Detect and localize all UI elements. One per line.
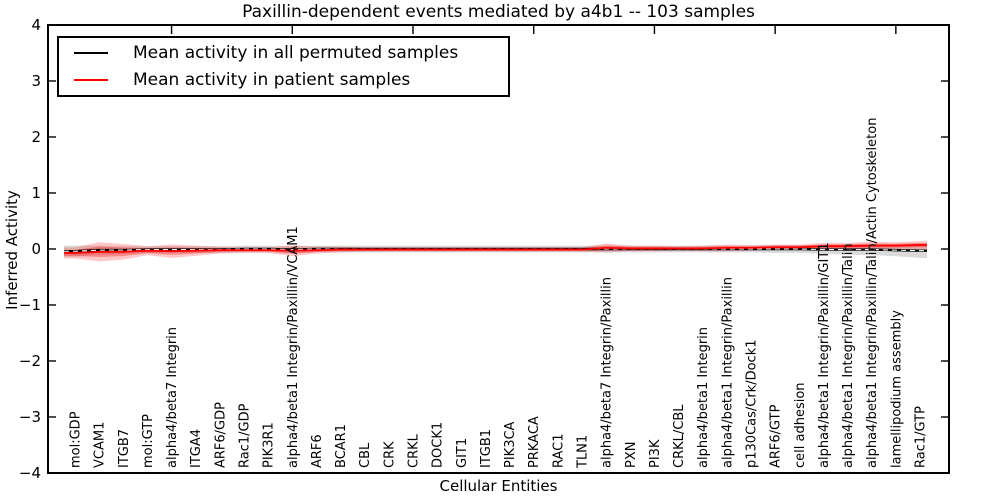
x-tick-label: ITGA4 — [189, 429, 204, 468]
x-tick-label: TLN1 — [576, 435, 591, 469]
patient-mean-line — [64, 244, 927, 254]
x-tick-label: alpha4/beta1 Integrin/Paxillin/Talin — [841, 243, 856, 468]
y-tick-label: 2 — [31, 128, 41, 146]
x-tick-label: VCAM1 — [93, 422, 108, 468]
y-tick-label: 1 — [31, 184, 41, 202]
y-tick-label: −3 — [19, 408, 41, 426]
x-tick-label: ARF6 — [310, 434, 325, 468]
x-tick-label: cell adhesion — [793, 382, 808, 468]
y-tick-label: 3 — [31, 72, 41, 90]
axes-spines — [47, 24, 950, 474]
x-tick-label: mol:GTP — [141, 414, 156, 468]
y-tick-label: −4 — [19, 464, 41, 482]
x-tick-label: PIK3CA — [503, 421, 518, 468]
x-tick-label: alpha4/beta7 Integrin — [165, 327, 180, 468]
x-tick-label: RAC1 — [551, 433, 566, 468]
y-tick-label: −2 — [19, 352, 41, 370]
x-tick-label: alpha4/beta1 Integrin — [696, 327, 711, 468]
x-tick-label: GIT1 — [455, 438, 470, 468]
x-tick-label: PIK3R1 — [262, 422, 277, 468]
x-tick-label: ITGB7 — [117, 429, 132, 468]
x-tick-label: BCAR1 — [334, 424, 349, 468]
legend-line-sample-red — [74, 79, 108, 82]
x-tick-label: alpha4/beta7 Integrin/Paxillin — [600, 277, 615, 468]
x-tick-label: CRK — [382, 441, 397, 468]
legend: Mean activity in all permuted samples Me… — [57, 36, 510, 97]
x-tick-label: ARF6/GTP — [769, 404, 784, 468]
x-tick-label: ITGB1 — [479, 429, 494, 468]
x-tick-label: CRKL/CBL — [672, 404, 687, 468]
legend-label: Mean activity in all permuted samples — [133, 42, 459, 63]
legend-entry-patient: Mean activity in patient samples — [59, 67, 508, 93]
y-tick-label: 4 — [31, 16, 41, 34]
x-tick-label: Rac1/GDP — [238, 403, 253, 468]
permuted-band — [64, 243, 927, 258]
x-tick-label: ARF6/GDP — [213, 402, 228, 468]
x-tick-label: Rac1/GTP — [914, 406, 929, 468]
x-tick-label: PI3K — [648, 439, 663, 468]
patient-band-outer — [64, 241, 927, 262]
legend-label: Mean activity in patient samples — [133, 70, 411, 91]
x-axis-label: Cellular Entities — [439, 477, 558, 495]
legend-entry-permuted: Mean activity in all permuted samples — [59, 40, 508, 66]
y-tick-label: −1 — [19, 296, 41, 314]
x-tick-label: CBL — [358, 442, 373, 468]
x-tick-label: lamellipodium assembly — [889, 310, 904, 468]
legend-line-sample-black — [74, 51, 108, 54]
y-tick-label: 0 — [31, 240, 41, 258]
x-tick-label: alpha4/beta1 Integrin/Paxillin/VCAM1 — [286, 226, 301, 468]
x-tick-label: DOCK1 — [431, 422, 446, 468]
x-tick-label: alpha4/beta1 Integrin/Paxillin/Talin/Act… — [865, 118, 880, 468]
chart-title: Paxillin-dependent events mediated by a4… — [242, 2, 755, 22]
x-tick-label: alpha4/beta1 Integrin/Paxillin/GIT1 — [817, 242, 832, 468]
x-tick-label: p130Cas/Crk/Dock1 — [745, 339, 760, 468]
x-tick-label: alpha4/beta1 Integrin/Paxillin — [720, 277, 735, 468]
x-tick-label: PRKACA — [527, 416, 542, 468]
x-tick-label: PXN — [624, 442, 639, 468]
x-tick-label: CRKL — [407, 433, 422, 468]
y-axis-label: Inferred Activity — [3, 190, 21, 310]
x-tick-label: mol:GDP — [69, 411, 84, 468]
